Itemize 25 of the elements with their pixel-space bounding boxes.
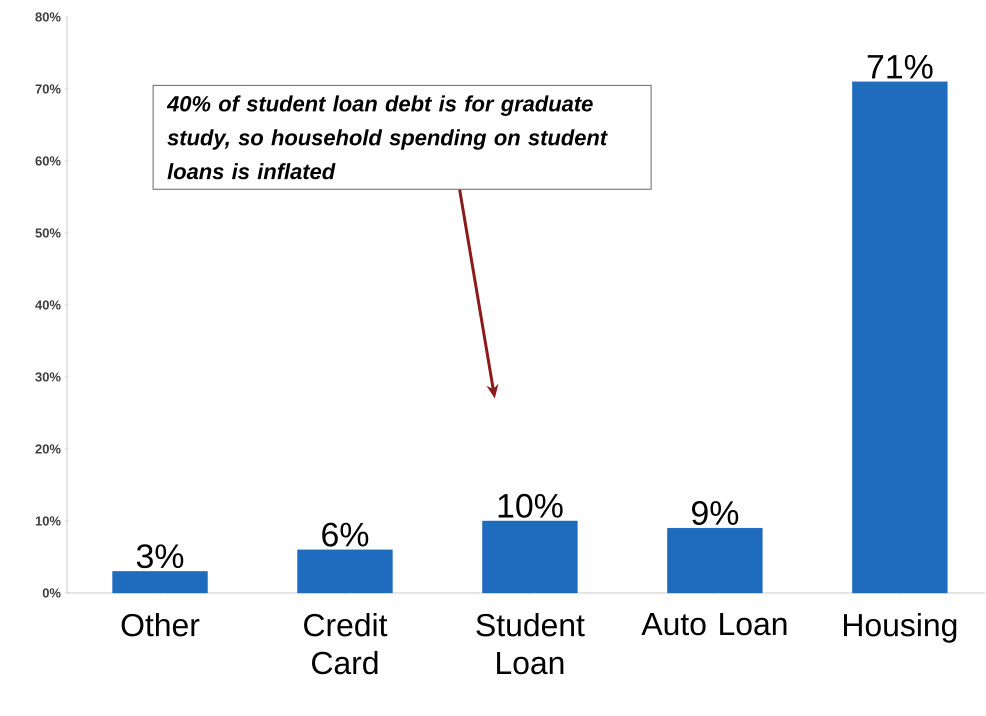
data-label: 6%: [322, 522, 368, 547]
x-tick-label: Housing: [844, 613, 956, 643]
x-tick-label: Other: [122, 613, 200, 636]
y-tick-label: 40%: [35, 300, 61, 310]
y-tick-label: 0%: [42, 588, 61, 598]
y-tick-label: 10%: [36, 516, 61, 526]
data-label: 3%: [136, 544, 184, 568]
y-tick-label: 60%: [35, 156, 61, 166]
annotation: 40% of student loan debt is for graduate study, so household spending on student loans is inflated: [166, 95, 608, 180]
y-tick-label: 70%: [36, 84, 61, 94]
y-tick-label: 50%: [35, 228, 61, 238]
data-label: 71%: [868, 54, 933, 79]
y-tick-label: 20%: [35, 444, 61, 454]
y-tick-label: 80%: [35, 12, 61, 22]
bar: [667, 528, 763, 594]
data-label: 10%: [498, 494, 563, 518]
x-tick-label: Auto Loan: [641, 613, 786, 636]
bar: [852, 82, 948, 594]
y-tick-label: 30%: [35, 372, 61, 382]
data-label: 9%: [692, 501, 738, 525]
bar: [112, 571, 208, 594]
x-tick-label: Credit Card: [304, 613, 388, 674]
bar: [482, 520, 578, 594]
bar: [297, 550, 393, 594]
x-tick-label: Student Loan: [476, 613, 585, 674]
